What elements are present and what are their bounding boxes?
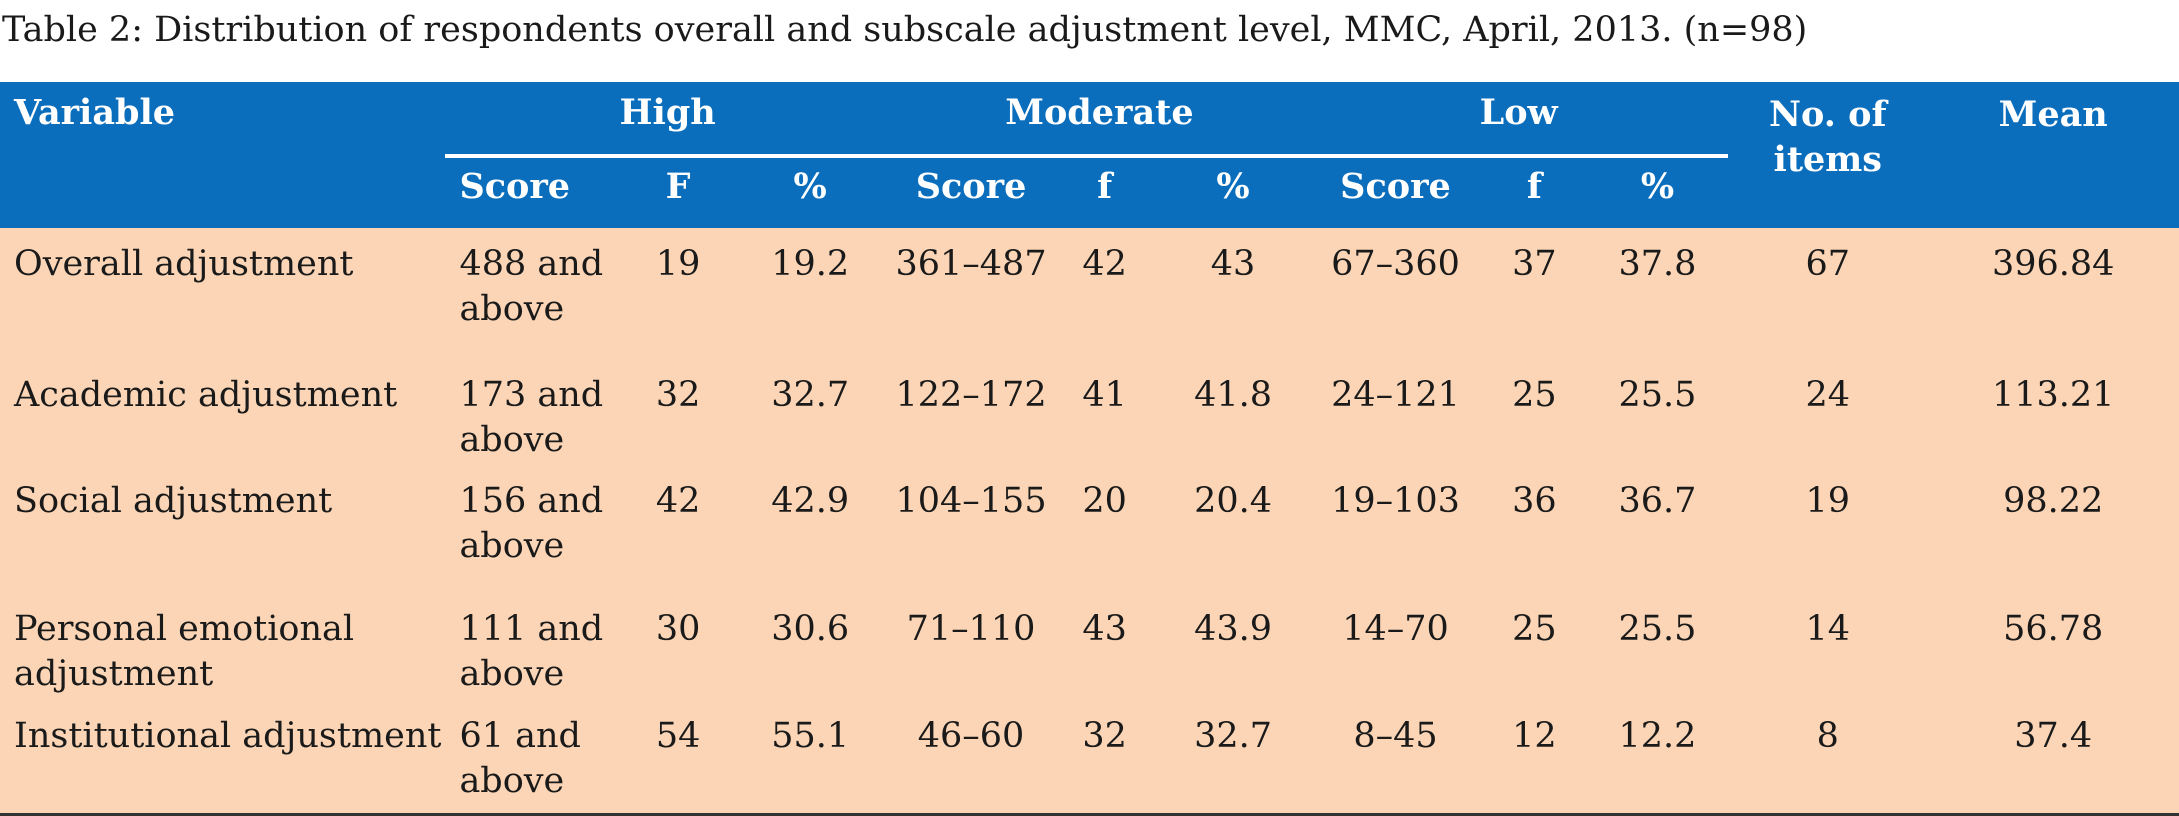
cell-low-score: 24–121 — [1309, 359, 1482, 465]
header-group-low: Low — [1309, 82, 1729, 158]
cell-low-pct: 25.5 — [1586, 593, 1729, 700]
cell-mean: 37.4 — [1927, 700, 2179, 816]
header-high-pct: % — [730, 156, 890, 228]
header-low-f: f — [1481, 156, 1587, 228]
cell-high-f: 42 — [625, 465, 731, 593]
cell-no-of-items: 8 — [1728, 700, 1928, 816]
header-no-of-items: No. of items — [1728, 82, 1928, 228]
table-caption: Table 2: Distribution of respondents ove… — [2, 10, 1808, 50]
table-row: Academic adjustment 173 and above 32 32.… — [0, 359, 2179, 465]
cell-variable: Institutional adjustment — [0, 700, 446, 816]
header-variable: Variable — [0, 82, 446, 228]
cell-high-score: 156 and above — [445, 465, 626, 593]
cell-moderate-score: 361–487 — [889, 228, 1053, 359]
header-moderate-pct: % — [1157, 156, 1310, 228]
cell-low-pct: 25.5 — [1586, 359, 1729, 465]
cell-moderate-pct: 20.4 — [1157, 465, 1310, 593]
header-low-pct: % — [1586, 156, 1729, 228]
cell-no-of-items: 24 — [1728, 359, 1928, 465]
cell-variable: Overall adjustment — [0, 228, 446, 359]
table-body: Overall adjustment 488 and above 19 19.2… — [0, 228, 2179, 816]
cell-high-f: 30 — [625, 593, 731, 700]
cell-low-f: 12 — [1481, 700, 1587, 816]
header-moderate-score: Score — [889, 156, 1053, 228]
cell-moderate-f: 32 — [1052, 700, 1158, 816]
cell-moderate-score: 104–155 — [889, 465, 1053, 593]
header-group-high: High — [445, 82, 890, 158]
cell-no-of-items: 14 — [1728, 593, 1928, 700]
header-mean: Mean — [1927, 82, 2179, 228]
cell-moderate-f: 41 — [1052, 359, 1158, 465]
table-header: Variable High Moderate Low No. of items … — [0, 82, 2179, 228]
header-group-moderate: Moderate — [889, 82, 1310, 158]
cell-low-f: 25 — [1481, 593, 1587, 700]
cell-mean: 56.78 — [1927, 593, 2179, 700]
cell-high-score: 61 and above — [445, 700, 626, 816]
table-row: Institutional adjustment 61 and above 54… — [0, 700, 2179, 816]
cell-high-pct: 32.7 — [730, 359, 890, 465]
cell-mean: 113.21 — [1927, 359, 2179, 465]
cell-low-score: 8–45 — [1309, 700, 1482, 816]
cell-moderate-pct: 43.9 — [1157, 593, 1310, 700]
table-row: Personal emotional adjustment 111 and ab… — [0, 593, 2179, 700]
cell-moderate-f: 42 — [1052, 228, 1158, 359]
cell-low-score: 19–103 — [1309, 465, 1482, 593]
cell-moderate-score: 71–110 — [889, 593, 1053, 700]
cell-low-f: 37 — [1481, 228, 1587, 359]
table-row: Overall adjustment 488 and above 19 19.2… — [0, 228, 2179, 359]
cell-mean: 396.84 — [1927, 228, 2179, 359]
cell-high-score: 173 and above — [445, 359, 626, 465]
table-row: Social adjustment 156 and above 42 42.9 … — [0, 465, 2179, 593]
header-high-score: Score — [445, 156, 626, 228]
cell-variable: Academic adjustment — [0, 359, 446, 465]
cell-moderate-pct: 41.8 — [1157, 359, 1310, 465]
cell-low-pct: 36.7 — [1586, 465, 1729, 593]
header-low-score: Score — [1309, 156, 1482, 228]
cell-high-score: 111 and above — [445, 593, 626, 700]
cell-moderate-score: 122–172 — [889, 359, 1053, 465]
cell-variable: Social adjustment — [0, 465, 446, 593]
header-moderate-f: f — [1052, 156, 1158, 228]
cell-mean: 98.22 — [1927, 465, 2179, 593]
cell-moderate-pct: 32.7 — [1157, 700, 1310, 816]
cell-low-pct: 37.8 — [1586, 228, 1729, 359]
cell-high-f: 32 — [625, 359, 731, 465]
cell-high-score: 488 and above — [445, 228, 626, 359]
cell-high-pct: 19.2 — [730, 228, 890, 359]
cell-high-pct: 30.6 — [730, 593, 890, 700]
cell-high-f: 54 — [625, 700, 731, 816]
header-high-f: F — [625, 156, 731, 228]
cell-moderate-f: 20 — [1052, 465, 1158, 593]
cell-low-pct: 12.2 — [1586, 700, 1729, 816]
cell-moderate-score: 46–60 — [889, 700, 1053, 816]
cell-low-f: 25 — [1481, 359, 1587, 465]
cell-low-score: 67–360 — [1309, 228, 1482, 359]
cell-moderate-f: 43 — [1052, 593, 1158, 700]
cell-variable: Personal emotional adjustment — [0, 593, 446, 700]
cell-no-of-items: 67 — [1728, 228, 1928, 359]
cell-no-of-items: 19 — [1728, 465, 1928, 593]
cell-high-pct: 42.9 — [730, 465, 890, 593]
cell-low-f: 36 — [1481, 465, 1587, 593]
adjustment-distribution-table: Variable High Moderate Low No. of items … — [0, 82, 2179, 816]
cell-high-f: 19 — [625, 228, 731, 359]
cell-high-pct: 55.1 — [730, 700, 890, 816]
cell-moderate-pct: 43 — [1157, 228, 1310, 359]
cell-low-score: 14–70 — [1309, 593, 1482, 700]
